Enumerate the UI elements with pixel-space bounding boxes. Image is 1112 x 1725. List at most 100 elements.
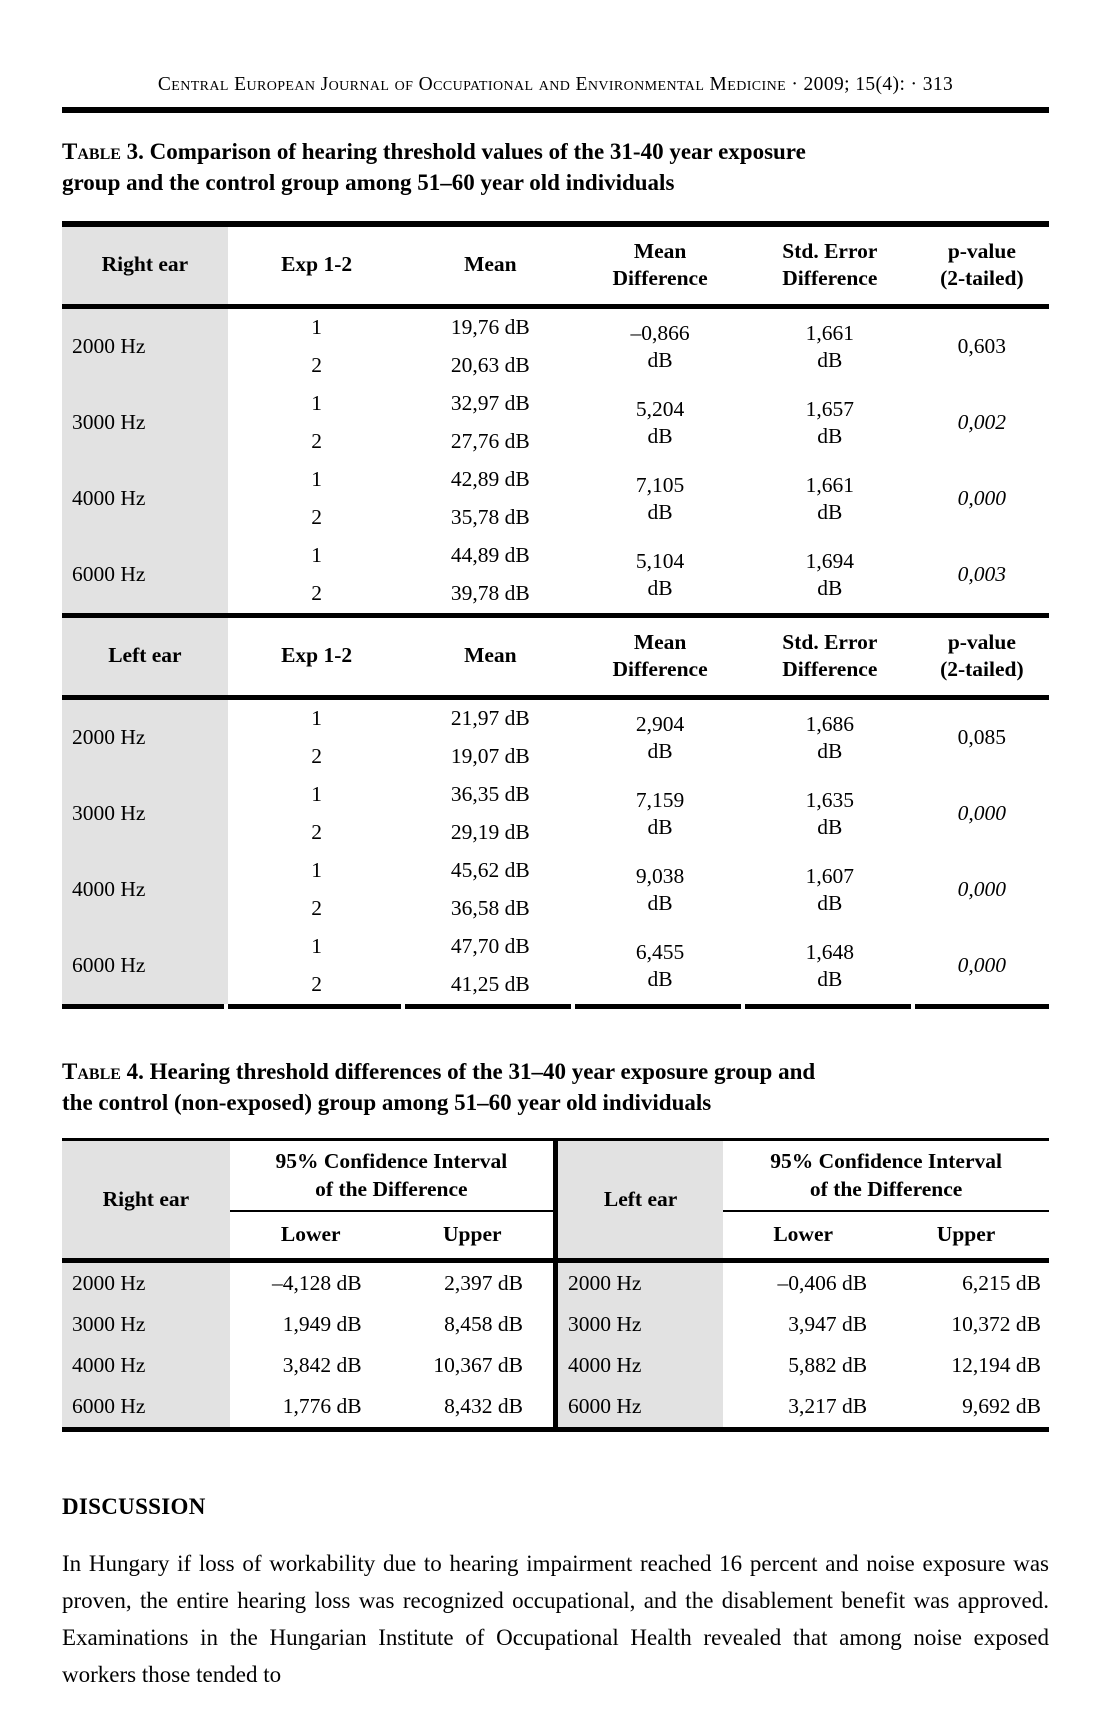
table3-mean-diff-header: Mean Difference [575, 223, 745, 309]
exp-cell: 2 [311, 896, 323, 921]
p-value-cell: 0,603 [957, 334, 1007, 359]
mean-diff-cell: 5,104 dB [635, 548, 685, 600]
mean-cell: 32,97 dB [450, 391, 530, 416]
mean-cell: 42,89 dB [450, 467, 530, 492]
table3-left-header-row: Left ear Exp 1-2 Mean Mean Difference St… [62, 612, 1049, 700]
table4-caption-label: Table [62, 1058, 121, 1084]
mean-cell: 36,58 dB [450, 896, 530, 921]
std-err-cell: 1,607 dB [805, 863, 855, 915]
exp-cell: 2 [311, 581, 323, 606]
table-row: 3000 Hz 1,949 dB 8,458 dB 3000 Hz 3,947 … [62, 1303, 1049, 1345]
upper-cell: 8,432 dB [444, 1393, 523, 1418]
table-row: 6000 Hz 1 44,89 dB 5,104 dB 1,694 dB 0,0… [62, 536, 1049, 616]
p-value-cell: 0,002 [957, 410, 1007, 435]
mean-cell: 27,76 dB [450, 429, 530, 454]
exp-cell: 2 [311, 505, 323, 530]
table-row: 2000 Hz 1 21,97 dB 2,904 dB 1,686 dB 0,0… [62, 697, 1049, 776]
freq-cell: 3000 Hz [62, 775, 228, 852]
rule-segment [62, 1003, 228, 1009]
rule-segment [575, 1003, 745, 1009]
std-err-cell: 1,648 dB [805, 939, 855, 991]
table-row: 2 20,63 dB [62, 347, 1049, 385]
table-row: 2 41,25 dB [62, 966, 1049, 1004]
exp-cell: 1 [311, 782, 323, 807]
table-row: 2 27,76 dB [62, 423, 1049, 461]
rule-segment [227, 1003, 406, 1009]
freq-cell: 3000 Hz [552, 1303, 724, 1345]
std-err-cell: 1,694 dB [805, 548, 855, 600]
table3-caption-label: Table [62, 139, 121, 164]
upper-cell: 6,215 dB [962, 1270, 1041, 1295]
header-rule [62, 107, 1049, 113]
p-value-cell: 0,000 [957, 877, 1007, 902]
mean-cell: 20,63 dB [450, 353, 530, 378]
freq-cell: 6000 Hz [62, 1385, 230, 1430]
mean-cell: 29,19 dB [450, 820, 530, 845]
freq-cell: 6000 Hz [552, 1385, 724, 1430]
table4-caption: Table 4. Hearing threshold differences o… [62, 1057, 1049, 1119]
exp-cell: 1 [311, 934, 323, 959]
std-err-cell: 1,661 dB [805, 320, 855, 372]
freq-cell: 6000 Hz [62, 536, 228, 616]
table3-mean-diff-header: Mean Difference [575, 612, 745, 700]
upper-cell: 12,194 dB [951, 1352, 1041, 1377]
lower-cell: 3,842 dB [282, 1352, 362, 1377]
exp-cell: 1 [311, 315, 323, 340]
mean-cell: 41,25 dB [450, 972, 530, 997]
std-err-cell: 1,635 dB [805, 787, 855, 839]
exp-cell: 2 [311, 744, 323, 769]
freq-cell: 6000 Hz [62, 927, 228, 1004]
freq-cell: 4000 Hz [62, 460, 228, 537]
std-err-cell: 1,686 dB [805, 711, 855, 763]
lower-cell: –0,406 dB [777, 1270, 868, 1295]
table3-p-value-header: p-value (2-tailed) [914, 223, 1049, 309]
mean-diff-cell: 7,159 dB [635, 787, 685, 839]
rule-segment [914, 1003, 1049, 1009]
table3-right-header-row: Right ear Exp 1-2 Mean Mean Difference S… [62, 223, 1049, 309]
table4-lower-header: Lower [723, 1211, 884, 1263]
freq-cell: 2000 Hz [62, 306, 228, 385]
table4: Right ear 95% Confidence Interval of the… [62, 1138, 1049, 1432]
p-value-cell: 0,000 [957, 953, 1007, 978]
lower-cell: 1,949 dB [282, 1311, 362, 1336]
exp-cell: 2 [311, 820, 323, 845]
running-head: Central European Journal of Occupational… [157, 74, 954, 95]
table3-caption-text: 3. Comparison of hearing threshold value… [62, 139, 806, 195]
exp-cell: 1 [311, 543, 323, 568]
exp-cell: 1 [311, 467, 323, 492]
upper-cell: 10,372 dB [951, 1311, 1041, 1336]
table3-right-ear-header: Right ear [62, 223, 228, 309]
table4-ci-header-left: 95% Confidence Interval of the Differenc… [723, 1139, 1049, 1213]
freq-cell: 3000 Hz [62, 1303, 230, 1345]
freq-cell: 2000 Hz [552, 1260, 724, 1304]
table-row: 2 29,19 dB [62, 814, 1049, 852]
p-value-cell: 0,003 [957, 562, 1007, 587]
freq-cell: 2000 Hz [62, 1260, 230, 1304]
lower-cell: –4,128 dB [272, 1270, 362, 1295]
mean-cell: 21,97 dB [450, 706, 530, 731]
table-row: 3000 Hz 1 36,35 dB 7,159 dB 1,635 dB 0,0… [62, 775, 1049, 852]
mean-cell: 19,07 dB [450, 744, 530, 769]
lower-cell: 5,882 dB [788, 1352, 868, 1377]
mean-diff-cell: 5,204 dB [635, 396, 685, 448]
table3-std-err-header: Std. Error Difference [744, 223, 915, 309]
table3-mean-header: Mean [405, 223, 576, 309]
discussion-paragraph: In Hungary if loss of workability due to… [62, 1550, 1049, 1687]
table3-exp-header: Exp 1-2 [227, 223, 406, 309]
table4-header-row-1: Right ear 95% Confidence Interval of the… [62, 1139, 1049, 1263]
mean-cell: 44,89 dB [450, 543, 530, 568]
mean-cell: 35,78 dB [450, 505, 530, 530]
table4-upper-header: Upper [883, 1211, 1049, 1263]
mean-diff-cell: –0,866 dB [630, 320, 690, 372]
upper-cell: 9,692 dB [962, 1393, 1041, 1418]
table3-std-err-header: Std. Error Difference [744, 612, 915, 700]
exp-cell: 2 [311, 353, 323, 378]
mean-diff-cell: 6,455 dB [635, 939, 685, 991]
exp-cell: 1 [311, 706, 323, 731]
p-value-cell: 0,000 [957, 486, 1007, 511]
table3-bottom-rule [62, 1003, 1049, 1009]
mean-diff-cell: 7,105 dB [635, 472, 685, 524]
table-row: 4000 Hz 1 42,89 dB 7,105 dB 1,661 dB 0,0… [62, 460, 1049, 537]
table3-left-ear-header: Left ear [62, 612, 228, 700]
